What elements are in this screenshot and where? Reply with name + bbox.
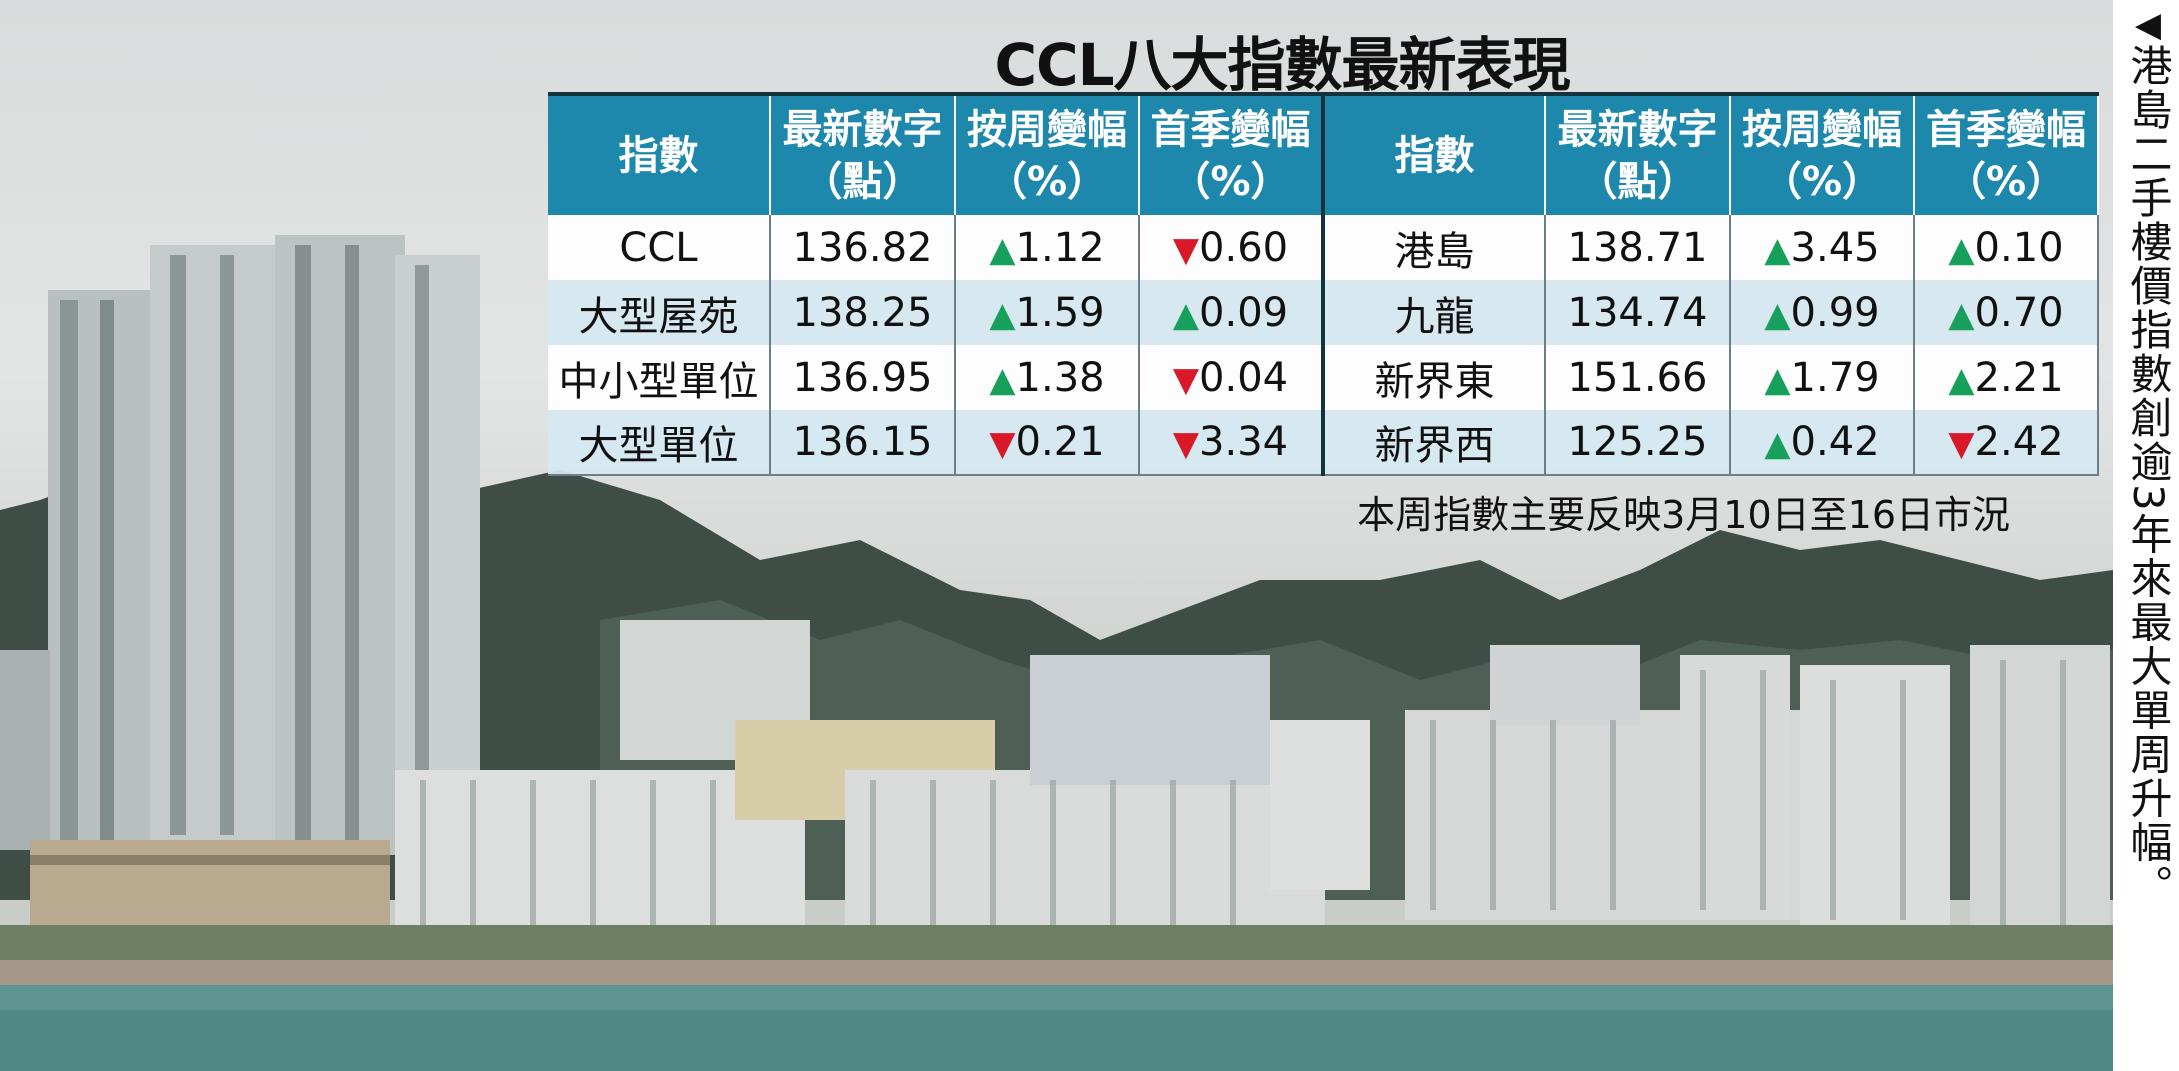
q1-change-text: 2.21: [1974, 354, 2064, 401]
q1-change: ▲0.09: [1139, 280, 1325, 345]
header-weekly: 按周變幅 （%）: [955, 92, 1140, 215]
weekly-change: ▼0.21: [955, 410, 1140, 476]
index-name: CCL: [548, 215, 771, 280]
up-arrow-icon: ▲: [989, 359, 1016, 400]
latest-value: 138.25: [770, 280, 956, 345]
up-arrow-icon: ▲: [1948, 229, 1975, 270]
index-name: 大型單位: [548, 410, 771, 476]
table-row: 中小型單位 136.95 ▲1.38 ▼0.04 新界東 151.66 ▲1.79 ▲2.21: [548, 345, 2099, 410]
q1-change-text: 0.70: [1974, 289, 2064, 336]
up-arrow-icon: ▲: [1948, 294, 1975, 335]
latest-value: 136.15: [770, 410, 956, 476]
ccl-index-table: 指數 最新數字 （點） 按周變幅 （%） 首季變幅 （%） 指數 最新數字 （點） 按周…: [548, 92, 2099, 476]
latest-value: 136.82: [770, 215, 956, 280]
weekly-change: ▲1.79: [1730, 345, 1915, 410]
down-arrow-icon: ▼: [1172, 229, 1200, 270]
q1-change-text: 0.10: [1974, 224, 2064, 271]
index-name: 新界西: [1323, 410, 1546, 476]
weekly-change-text: 1.59: [1015, 289, 1105, 336]
q1-change: ▲0.10: [1914, 215, 2099, 280]
up-arrow-icon: ▲: [1764, 229, 1791, 270]
table-row: 大型屋苑 138.25 ▲1.59 ▲0.09 九龍 134.74 ▲0.99 ▲0.70: [548, 280, 2099, 345]
latest-value: 138.71: [1545, 215, 1731, 280]
header-q1: 首季變幅 （%）: [1914, 92, 2099, 215]
table-row: CCL 136.82 ▲1.12 ▼0.60 港島 138.71 ▲3.45 ▲0.10: [548, 215, 2099, 280]
q1-change: ▼0.04: [1139, 345, 1325, 410]
table-row: 大型單位 136.15 ▼0.21 ▼3.34 新界西 125.25 ▲0.42 ▼2.42: [548, 410, 2099, 476]
header-latest: 最新數字 （點）: [1545, 92, 1731, 215]
latest-value: 134.74: [1545, 280, 1731, 345]
q1-change-text: 0.04: [1199, 354, 1289, 401]
weekly-change: ▲1.59: [955, 280, 1140, 345]
header-q1: 首季變幅 （%）: [1139, 92, 1325, 215]
weekly-change: ▲0.99: [1730, 280, 1915, 345]
weekly-change-text: 0.21: [1015, 419, 1105, 465]
down-arrow-icon: ▼: [989, 424, 1016, 464]
weekly-change: ▲1.38: [955, 345, 1140, 410]
city-skyline-photo: [0, 235, 2113, 1071]
q1-change-text: 3.34: [1199, 419, 1289, 465]
index-name: 港島: [1323, 215, 1546, 280]
index-name: 大型屋苑: [548, 280, 771, 345]
table-header-row: 指數 最新數字 （點） 按周變幅 （%） 首季變幅 （%） 指數 最新數字 （點） 按周…: [548, 92, 2099, 215]
up-arrow-icon: ▲: [1764, 294, 1791, 335]
index-name: 新界東: [1323, 345, 1546, 410]
weekly-change: ▲0.42: [1730, 410, 1915, 476]
header-weekly: 按周變幅 （%）: [1730, 92, 1915, 215]
latest-value: 151.66: [1545, 345, 1731, 410]
header-index: 指數: [548, 92, 771, 215]
latest-value: 125.25: [1545, 410, 1731, 476]
weekly-change-text: 1.38: [1015, 354, 1105, 401]
q1-change: ▲0.70: [1914, 280, 2099, 345]
up-arrow-icon: ▲: [989, 229, 1016, 270]
index-name: 中小型單位: [548, 345, 771, 410]
latest-value: 136.95: [770, 345, 956, 410]
caption-text: 港島二手樓價指數創逾3年來最大單周升幅。: [2124, 44, 2173, 909]
down-arrow-icon: ▼: [1948, 424, 1975, 464]
weekly-change-text: 0.42: [1790, 419, 1880, 465]
weekly-change-text: 3.45: [1790, 224, 1880, 271]
weekly-change: ▲3.45: [1730, 215, 1915, 280]
q1-change: ▼0.60: [1139, 215, 1325, 280]
header-latest: 最新數字 （點）: [770, 92, 956, 215]
up-arrow-icon: ▲: [1764, 359, 1791, 400]
up-arrow-icon: ▲: [1764, 424, 1791, 464]
q1-change-text: 0.60: [1199, 224, 1289, 271]
infographic-title: CCL八大指數最新表現: [994, 31, 1570, 99]
photo-caption: ◀ 港島二手樓價指數創逾3年來最大單周升幅。: [2116, 0, 2179, 1071]
weekly-change: ▲1.12: [955, 215, 1140, 280]
down-arrow-icon: ▼: [1172, 359, 1200, 400]
q1-change: ▼3.34: [1139, 410, 1325, 476]
table-footnote: 本周指數主要反映3月10日至16日市況: [1357, 493, 2010, 537]
weekly-change-text: 1.12: [1015, 224, 1105, 271]
down-arrow-icon: ▼: [1172, 424, 1200, 464]
q1-change-text: 2.42: [1974, 419, 2064, 465]
index-name: 九龍: [1323, 280, 1546, 345]
weekly-change-text: 1.79: [1790, 354, 1880, 401]
weekly-change-text: 0.99: [1790, 289, 1880, 336]
header-index: 指數: [1323, 92, 1546, 215]
up-arrow-icon: ▲: [989, 294, 1016, 335]
q1-change: ▼2.42: [1914, 410, 2099, 476]
q1-change: ▲2.21: [1914, 345, 2099, 410]
caption-arrow-icon: ◀: [2134, 5, 2162, 45]
q1-change-text: 0.09: [1199, 289, 1289, 336]
up-arrow-icon: ▲: [1948, 359, 1975, 400]
up-arrow-icon: ▲: [1172, 294, 1200, 335]
